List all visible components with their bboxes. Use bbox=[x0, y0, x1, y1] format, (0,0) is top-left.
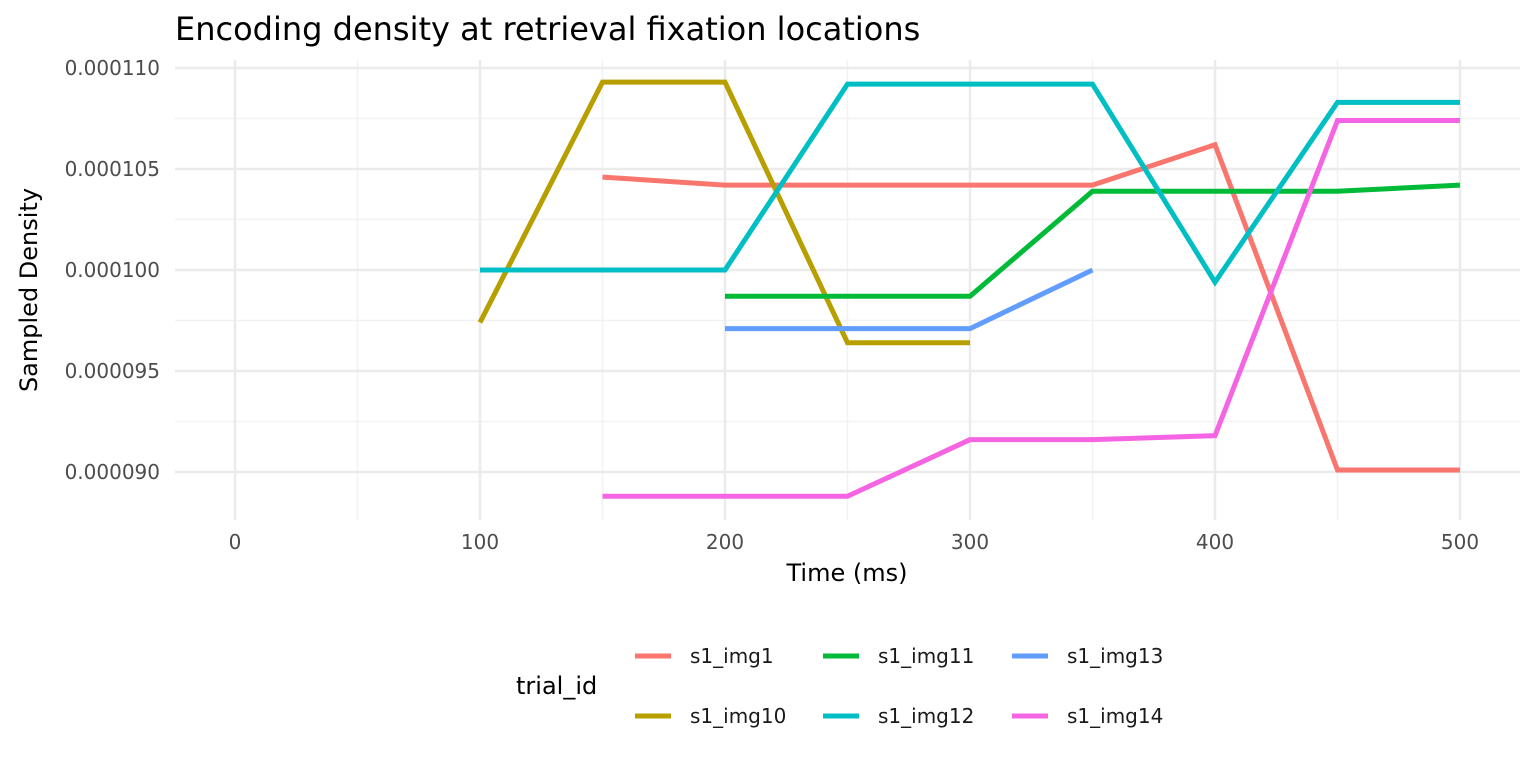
series-lines bbox=[477, 79, 1461, 499]
x-tick-label: 200 bbox=[706, 530, 744, 554]
x-axis-title: Time (ms) bbox=[786, 559, 908, 587]
series-line-s1_img1 bbox=[602, 141, 1460, 473]
legend-label: s1_img12 bbox=[878, 704, 974, 728]
x-tick-label: 100 bbox=[461, 530, 499, 554]
x-tick-label: 300 bbox=[951, 530, 989, 554]
y-axis-ticks: 0.000090 0.000095 0.000100 0.000105 0.000110 bbox=[65, 56, 160, 484]
series-line-s1_img12 bbox=[480, 81, 1460, 287]
legend-item-s1_img10: s1_img10 bbox=[635, 704, 786, 728]
legend-item-s1_img12: s1_img12 bbox=[823, 704, 974, 728]
legend-title: trial_id bbox=[516, 672, 597, 700]
legend-label: s1_img11 bbox=[878, 644, 974, 668]
chart-title: Encoding density at retrieval fixation l… bbox=[175, 10, 920, 48]
x-tick-label: 400 bbox=[1196, 530, 1234, 554]
series-line-s1_img10 bbox=[477, 79, 970, 346]
legend-item-s1_img11: s1_img11 bbox=[823, 644, 974, 668]
legend-label: s1_img14 bbox=[1067, 704, 1163, 728]
series-line-s1_img11 bbox=[725, 182, 1461, 299]
series-line-s1_img14 bbox=[602, 118, 1460, 499]
y-tick-label: 0.000110 bbox=[65, 56, 160, 80]
legend: trial_id s1_img1 s1_img11 s1_img13 s1_img10… bbox=[516, 644, 1163, 728]
y-axis-title: Sampled Density bbox=[15, 188, 43, 392]
y-tick-label: 0.000095 bbox=[65, 359, 160, 383]
legend-label: s1_img1 bbox=[690, 644, 774, 668]
x-tick-label: 0 bbox=[229, 530, 242, 554]
x-tick-label: 500 bbox=[1441, 530, 1479, 554]
legend-label: s1_img10 bbox=[690, 704, 786, 728]
legend-item-s1_img13: s1_img13 bbox=[1012, 644, 1163, 668]
series-line-s1_img13 bbox=[725, 267, 1094, 332]
y-tick-label: 0.000090 bbox=[65, 460, 160, 484]
grid-lines bbox=[175, 60, 1520, 520]
legend-item-s1_img1: s1_img1 bbox=[635, 644, 774, 668]
y-tick-label: 0.000100 bbox=[65, 258, 160, 282]
legend-label: s1_img13 bbox=[1067, 644, 1163, 668]
legend-item-s1_img14: s1_img14 bbox=[1012, 704, 1163, 728]
x-axis-ticks: 0 100 200 300 400 500 bbox=[229, 530, 1479, 554]
y-tick-label: 0.000105 bbox=[65, 157, 160, 181]
